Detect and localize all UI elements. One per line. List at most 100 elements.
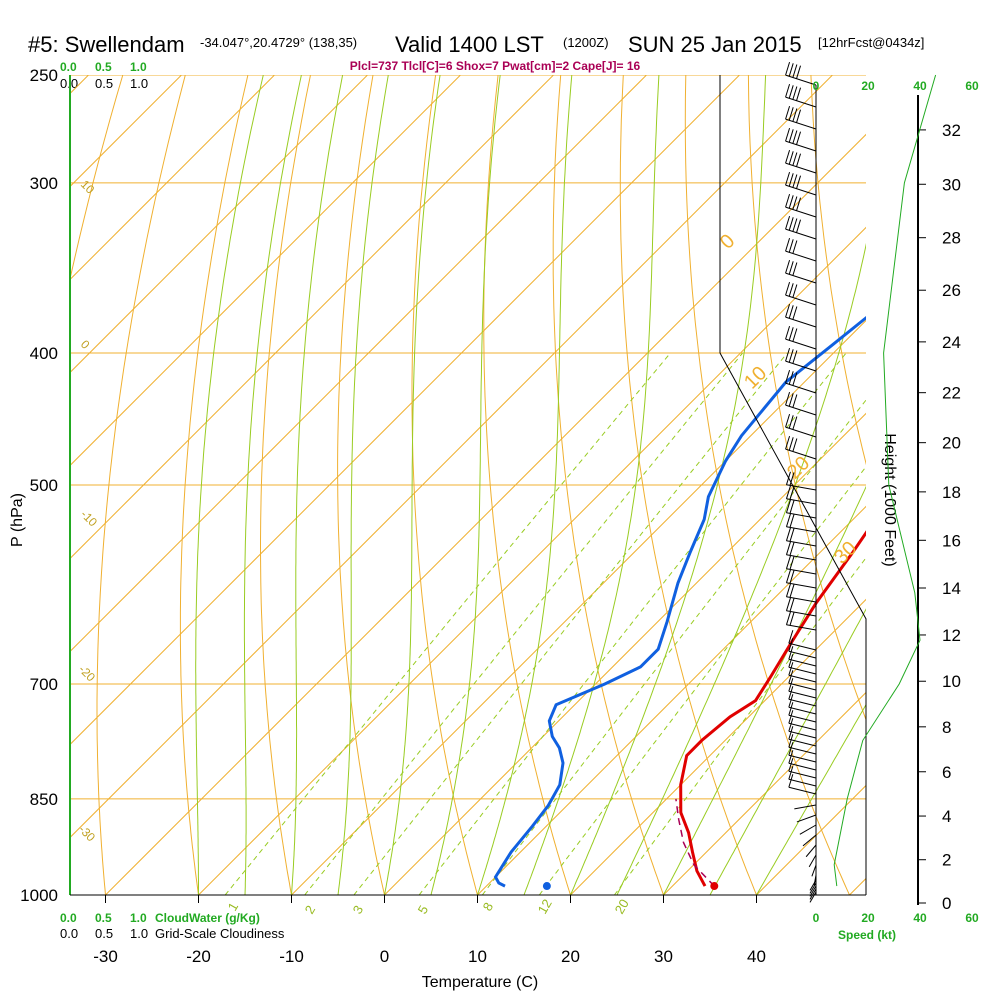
height-tick-32: 32 [942, 121, 961, 140]
wind-barb [788, 670, 817, 691]
mixing-ratio-20 [613, 557, 866, 895]
station-coords: -34.047°,20.4729° (138,35) [200, 35, 357, 50]
wind-barb [788, 774, 817, 795]
pressure-tick-400: 400 [30, 344, 58, 363]
height-tick-6: 6 [942, 763, 951, 782]
bottom-black-tick-1: 0.5 [95, 926, 113, 941]
wind-barb [788, 638, 817, 659]
temp-tick-30: 30 [654, 947, 673, 966]
wind-barb [796, 814, 817, 823]
x-axis-label: Temperature (C) [422, 974, 538, 991]
valid-zulu: (1200Z) [563, 35, 609, 50]
gridscale-label: Grid-Scale Cloudiness [155, 926, 285, 941]
wind-barb [788, 758, 817, 779]
height-tick-22: 22 [942, 384, 961, 403]
mixing-ratio-1 [224, 352, 671, 895]
series-parcel [675, 798, 715, 887]
wind-barb [811, 864, 817, 877]
pressure-tick-850: 850 [30, 790, 58, 809]
cloudwater-label: CloudWater (g/Kg) [155, 911, 260, 925]
mixing-ratio-label-12: 12 [535, 896, 555, 916]
isotherm--60 [70, 75, 647, 653]
surface-temperature-dot [710, 882, 719, 891]
wind-barb [785, 215, 817, 240]
series-cloud-water [833, 74, 937, 887]
wind-barb [785, 127, 817, 152]
isotherm--70 [70, 75, 554, 560]
speed-bottom-tick-20: 20 [861, 911, 875, 925]
wind-barb [785, 325, 817, 350]
bottom-green-tick-1: 0.5 [95, 911, 112, 925]
wind-barb [794, 804, 817, 810]
moist-adiabat--15 [243, 75, 302, 895]
height-tick-20: 20 [942, 434, 961, 453]
wind-barb [785, 347, 817, 372]
isotherm--10 [291, 319, 866, 895]
wind-barb [809, 891, 817, 903]
wind-barb [785, 513, 817, 533]
moist-adiabat-35 [709, 608, 866, 895]
wind-barb [785, 527, 817, 547]
wind-barb [785, 171, 817, 196]
top-green-tick-0: 0.0 [60, 60, 77, 74]
wind-barb [785, 105, 817, 130]
pressure-tick-250: 250 [30, 66, 58, 85]
isotherm--50 [70, 75, 740, 746]
wind-barb [788, 710, 817, 731]
wind-barb [808, 854, 817, 868]
mixing-ratio-3 [353, 352, 788, 895]
profile-lines [493, 315, 866, 888]
valid-time: Valid 1400 LST [395, 32, 544, 57]
wind-barb [788, 742, 817, 763]
moist-adiabat-20 [570, 75, 767, 895]
moist-adiabat-30 [663, 485, 866, 895]
wind-barb [785, 193, 817, 218]
series-dewpoint [493, 315, 866, 888]
series-temperature [679, 530, 866, 887]
temperature-ticks: -30 -20 -10 0 10 20 30 40 [93, 895, 766, 966]
top-green-tick-2: 1.0 [130, 60, 147, 74]
moist-adiabat-10 [477, 75, 573, 895]
height-tick-2: 2 [942, 851, 951, 870]
speed-top-tick-20: 20 [861, 79, 875, 93]
isotherm--80 [70, 75, 461, 467]
wind-barb [788, 766, 817, 787]
stability-indices: Plcl=737 Tlcl[C]=6 Shox=7 Pwat[cm]=2 Cap… [350, 59, 641, 73]
background-lines [70, 75, 866, 895]
temp-tick-0: 0 [380, 947, 389, 966]
speed-bottom-tick-40: 40 [913, 911, 927, 925]
wind-barb [788, 718, 817, 739]
wind-barb [799, 824, 817, 835]
wind-barb [785, 391, 817, 416]
pressure-tick-300: 300 [30, 174, 58, 193]
wind-barb [785, 555, 817, 575]
pressure-tick-1000: 1000 [20, 886, 58, 905]
dry-adiabat--20 [179, 75, 249, 895]
mixing-ratio-2 [304, 352, 743, 895]
wind-barb [785, 237, 817, 262]
wind-barb [788, 662, 817, 683]
dry-adiabat--30 [96, 75, 186, 895]
bottom-green-tick-2: 1.0 [130, 911, 147, 925]
top-black-tick-2: 1.0 [130, 76, 148, 91]
bottom-green-tick-0: 0.0 [60, 911, 77, 925]
wind-barb [802, 834, 817, 847]
wind-barb [785, 597, 817, 617]
wind-barb [785, 61, 817, 86]
bottom-cloud-scale: 0.0 0.5 1.0 CloudWater (g/Kg) 0.0 0.5 1.… [60, 911, 285, 941]
wind-barb [785, 471, 817, 491]
height-tick-8: 8 [942, 718, 951, 737]
height-tick-24: 24 [942, 333, 961, 352]
station-title: #5: Swellendam [28, 32, 185, 57]
speed-label: Speed (kt) [838, 928, 896, 942]
dry-adiabat-60 [747, 75, 866, 721]
wind-barb [785, 611, 817, 631]
y-axis-label: P (hPa) [9, 493, 26, 547]
valid-date: SUN 25 Jan 2015 [628, 32, 802, 57]
wind-barb [788, 750, 817, 771]
height-tick-4: 4 [942, 807, 951, 826]
height-tick-0: 0 [942, 894, 951, 913]
wind-barb [788, 654, 817, 675]
wind-barb [788, 630, 817, 651]
